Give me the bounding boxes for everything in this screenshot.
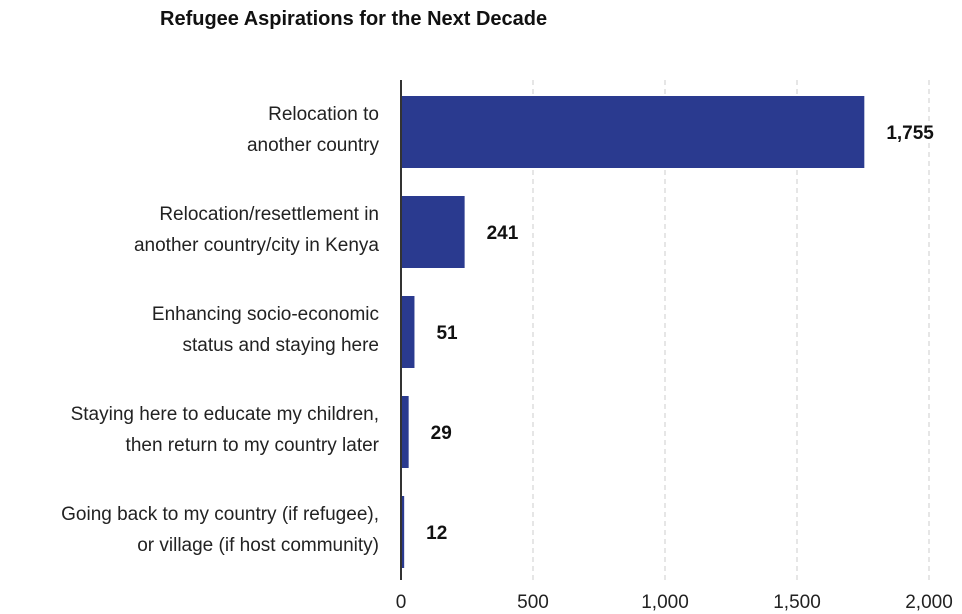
chart-title: Refugee Aspirations for the Next Decade: [160, 8, 548, 30]
value-label: 241: [487, 223, 519, 244]
bar: [401, 496, 405, 568]
category-label: Relocation/resettlement in another countr…: [134, 204, 379, 256]
category-labels: Relocation to another country Relocation/r…: [61, 104, 380, 556]
category-label: Relocation to another country: [247, 104, 380, 156]
x-tick-label: 500: [517, 592, 549, 613]
x-tick-label: 1,500: [773, 592, 821, 613]
value-label: 12: [426, 523, 447, 544]
category-label: Enhancing socio-economic status and stayi…: [152, 304, 379, 356]
x-tick-label: 1,000: [641, 592, 689, 613]
value-label: 51: [436, 323, 458, 344]
x-tick-label: 0: [396, 592, 407, 613]
bars: [401, 96, 865, 568]
bar: [401, 196, 465, 268]
value-labels: 1,755 241 51 29 12: [426, 123, 934, 544]
x-tick-label: 2,000: [905, 592, 953, 613]
value-label: 29: [431, 423, 452, 444]
x-axis-ticks: 0 500 1,000 1,500 2,000: [396, 592, 953, 613]
value-label: 1,755: [886, 123, 934, 144]
bar: [401, 96, 865, 168]
category-label: Going back to my country (if refugee), or…: [61, 504, 379, 556]
bar: [401, 396, 409, 468]
bar: [401, 296, 415, 368]
category-label: Staying here to educate my children, then…: [71, 404, 380, 456]
